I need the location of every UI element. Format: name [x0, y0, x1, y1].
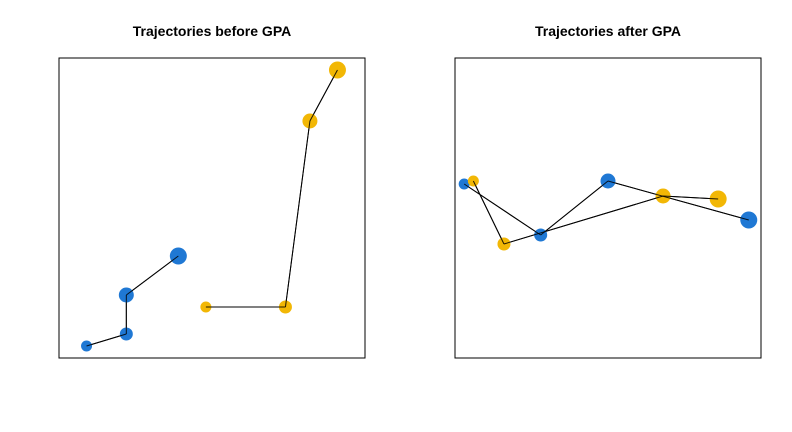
chart-title-after: Trajectories after GPA: [535, 23, 681, 39]
trajectory-overlay-series1-3: [607, 180, 749, 221]
trajectory-overlay-series2-1: [472, 180, 505, 245]
plot-frame-after: [454, 57, 762, 359]
trajectory-overlay-series1-3: [126, 255, 179, 296]
chart-title-before: Trajectories before GPA: [133, 23, 291, 39]
trajectory-overlay-series1-1: [86, 333, 127, 347]
trajectory-overlay-series2-2: [503, 195, 664, 245]
trajectory-overlay-series1-1: [463, 183, 541, 236]
panel-after-gpa: Trajectories after GPA: [454, 23, 762, 359]
trajectory-overlay-series1-2: [540, 180, 609, 236]
panel-before-gpa: Trajectories before GPA: [58, 23, 366, 359]
plot-area-after: [458, 173, 758, 251]
plot-area-before: [81, 61, 346, 352]
plot-frame-before: [58, 57, 366, 359]
trajectory-overlay-series2-3: [309, 69, 338, 122]
trajectory-overlay-series2-3: [663, 195, 719, 200]
trajectory-overlay-series2-2: [284, 120, 311, 308]
